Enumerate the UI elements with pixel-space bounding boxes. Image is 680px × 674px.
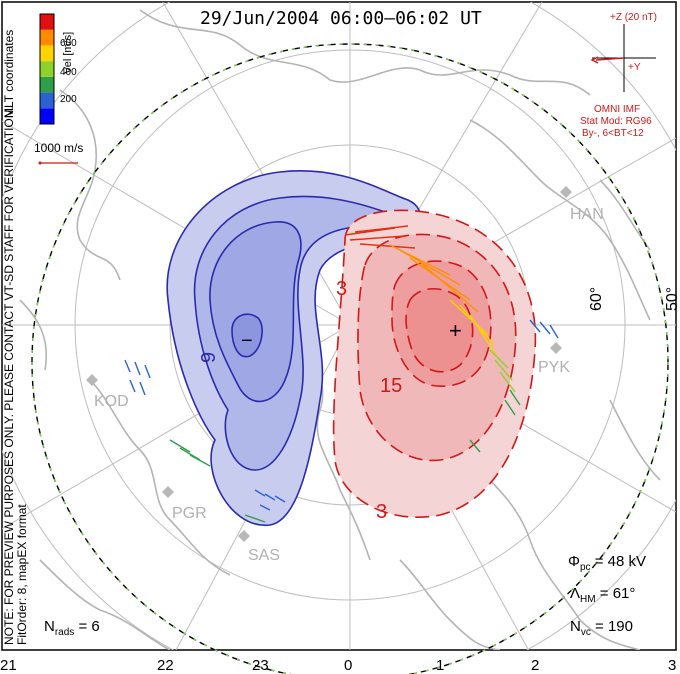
coordinates-label: MLT coordinates: [2, 29, 16, 118]
n-vc-value: = 190: [595, 618, 633, 635]
colorbar-tick: 400: [60, 67, 77, 78]
colorbar-segment: [40, 45, 54, 62]
imf-model-line2: By-, 6<BT<12: [582, 128, 644, 139]
station-label: KOD: [94, 393, 129, 410]
fit-order-note: FitOrder: 8, mapEX format: [15, 504, 29, 645]
hm-boundary-markers: [31, 43, 669, 674]
velocity-vectors: [124, 225, 559, 523]
imf-model-line1: Stat Mod: RG96: [580, 116, 652, 127]
imf-y-label: +Y: [628, 62, 641, 73]
mlt-hour-label: 23: [252, 657, 269, 674]
plot-title: 29/Jun/2004 06:00–06:02 UT: [200, 8, 482, 29]
station-label: HAN: [570, 206, 604, 223]
n-rads-value: 6: [91, 618, 100, 635]
potential-min-marker: −: [241, 330, 253, 352]
station-label: PYK: [538, 359, 570, 376]
colorbar-border: [39, 13, 55, 125]
potential-max-marker: +: [449, 318, 462, 343]
mlt-hour-label: 2: [531, 657, 540, 674]
n-rads-stat: Nrads = 6: [44, 618, 100, 638]
n-vc-stat: Nvc = 190: [570, 618, 633, 638]
colorbar-tick: 200: [60, 94, 77, 105]
mlt-hour-label: 21: [0, 657, 17, 674]
imf-z-label: +Z (20 nT): [610, 12, 657, 23]
negative-potential-cell: [166, 170, 421, 526]
colorbar-segment: [40, 61, 54, 77]
colorbar-segment: [40, 92, 54, 109]
station-label: PGR: [172, 505, 207, 522]
station-label: SAS: [248, 547, 280, 564]
velocity-colorbar: [39, 13, 55, 125]
colorbar-segment: [40, 29, 54, 46]
mlt-hour-label: 22: [157, 657, 174, 674]
colorbar-tick: 600: [60, 38, 77, 49]
imf-dial: [590, 24, 656, 92]
colorbar-segment: [40, 14, 54, 30]
contour-label: 9: [198, 352, 220, 363]
mlt-hour-label: 0: [344, 657, 353, 674]
latitude-label: 50°: [664, 287, 680, 311]
preview-note: NOTE: FOR PREVIEW PURPOSES ONLY. PLEASE …: [2, 106, 16, 645]
imf-source: OMNI IMF: [594, 104, 640, 115]
phi-pc-stat: Φpc = 48 kV: [568, 553, 646, 573]
colorbar-segment: [40, 108, 54, 124]
latitude-label: 60°: [588, 287, 605, 311]
mlt-hour-label: 1: [436, 657, 445, 674]
lambda-hm-value: = 61°: [599, 585, 636, 602]
colorbar-segment: [40, 76, 54, 93]
station-markers: [86, 186, 572, 542]
positive-potential-cell: [332, 209, 537, 519]
colorbar-title: Vel [m/s]: [62, 32, 74, 74]
contour-label: 3: [376, 501, 387, 523]
lambda-hm-stat: ΛHM = 61°: [570, 585, 636, 605]
phi-pc-value: = 48 kV: [594, 553, 646, 570]
mlt-hour-label: 3: [668, 657, 677, 674]
vector-legend-label: 1000 m/s: [34, 141, 83, 155]
contour-label: 15: [380, 375, 402, 397]
contour-label: 3: [336, 278, 347, 300]
